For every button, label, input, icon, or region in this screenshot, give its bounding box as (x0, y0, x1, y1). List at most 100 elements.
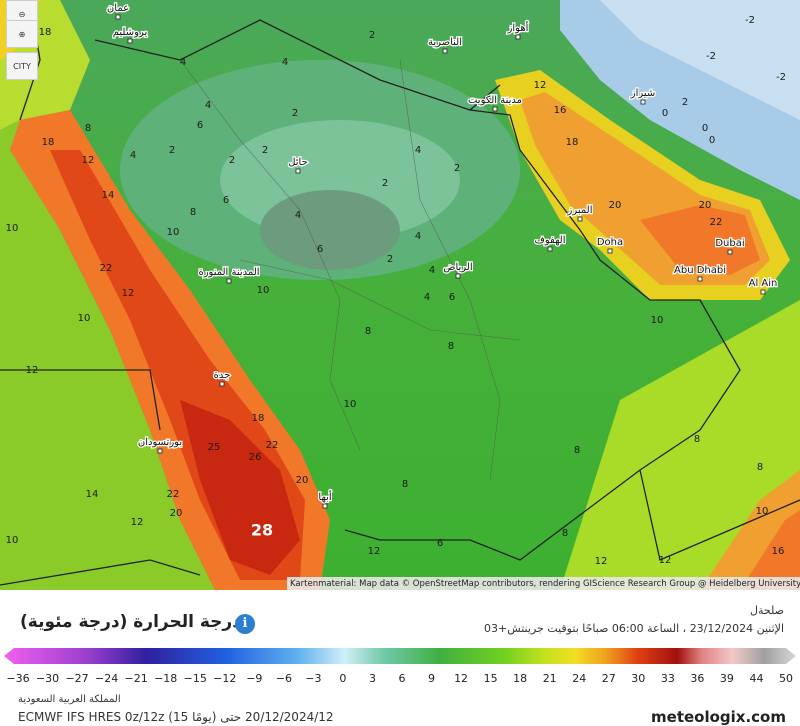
info-icon[interactable]: i (235, 614, 255, 634)
border (639, 469, 800, 561)
legend-tick-label: 33 (661, 672, 675, 685)
temperature-label: 10 (257, 285, 270, 296)
temperature-label: 4 (415, 231, 421, 242)
city-button[interactable]: CITY (6, 52, 38, 80)
legend-tick-label: 27 (602, 672, 616, 685)
legend-tick-label: 21 (543, 672, 557, 685)
city-dot (577, 216, 583, 222)
admin-line (239, 259, 521, 341)
city-dot (640, 99, 646, 105)
temperature-label: 12 (26, 365, 39, 376)
city-label: Abu Dhabi (674, 265, 726, 276)
temperature-label: 2 (229, 155, 235, 166)
temperature-label: 6 (317, 244, 323, 255)
city-dot (127, 38, 133, 44)
temperature-label: 28 (251, 521, 273, 540)
temperature-label: 10 (344, 399, 357, 410)
legend-tick-label: 24 (572, 672, 586, 685)
border (94, 19, 501, 111)
color-legend: −36 −30 −27 −24 −21 −18 −15 −12 −9 −6 −3 0 3 6 9 12 15 18… (4, 648, 796, 685)
temperature-label: 8 (365, 326, 371, 337)
temperature-label: 10 (651, 315, 664, 326)
temperature-label: 0 (702, 123, 708, 134)
run-label: صلحةل (750, 604, 784, 617)
legend-tick-label: 12 (454, 672, 468, 685)
temperature-label: 20 (699, 200, 712, 211)
legend-tick-label: 39 (720, 672, 734, 685)
temperature-label: 8 (694, 434, 700, 445)
temperature-label: -2 (706, 51, 716, 62)
legend-tick-label: 9 (428, 672, 435, 685)
city-label: عمان (107, 3, 129, 14)
legend-tick-label: 15 (484, 672, 498, 685)
temperature-label: 8 (85, 123, 91, 134)
legend-tick-label: −12 (213, 672, 236, 685)
city-dot (697, 276, 703, 282)
city-label: حائل (288, 157, 308, 168)
temperature-label: 4 (424, 292, 430, 303)
city-label: الناصرية (428, 37, 462, 48)
temperature-label: -2 (776, 72, 786, 83)
datetime: الإثنين 23/12/2024 ، الساعة 06:00 صباحًا… (484, 622, 784, 635)
temperature-label: 2 (382, 178, 388, 189)
legend-tick-label: 3 (369, 672, 376, 685)
temperature-label: 16 (772, 546, 785, 557)
legend-tick-label: −15 (184, 672, 207, 685)
temperature-label: 10 (6, 223, 19, 234)
temperature-label: 0 (662, 108, 668, 119)
info-panel: درجة الحرارة (درجة مئوية) i صلحةل الإثني… (0, 590, 800, 726)
city-label: أبها (318, 490, 331, 503)
city-dot (455, 273, 461, 279)
temperature-label: 2 (262, 145, 268, 156)
region (740, 510, 800, 590)
region (600, 0, 800, 120)
legend-tick-label: 36 (690, 672, 704, 685)
city-dot (115, 14, 121, 20)
city-dot (515, 34, 521, 40)
zoom-out-button[interactable]: ⊖ (6, 0, 38, 28)
temperature-label: 22 (710, 217, 723, 228)
legend-tick-label: 0 (339, 672, 346, 685)
city-label: المدينة المنورة (198, 267, 259, 278)
city-label: المبرز (567, 205, 593, 216)
city-label: يروشليم (113, 27, 148, 38)
temperature-label: 2 (682, 97, 688, 108)
temperature-label: 18 (252, 413, 265, 424)
legend-tick-label: −21 (125, 672, 148, 685)
attribution: Kartenmaterial: Map data © OpenStreetMap… (290, 579, 800, 589)
city-label: بورتسودان (138, 437, 182, 448)
temperature-label: 8 (402, 479, 408, 490)
borders (0, 0, 800, 586)
city-dot (492, 106, 498, 112)
temperature-label: 14 (102, 190, 115, 201)
temperature-label: -2 (745, 15, 755, 26)
temperature-label: 26 (249, 452, 262, 463)
region (640, 205, 760, 275)
title: درجة الحرارة (درجة مئوية) (20, 612, 241, 632)
temperature-label: 12 (122, 288, 135, 299)
border (0, 369, 161, 431)
temperature-label: 6 (449, 292, 455, 303)
city-dot (442, 48, 448, 54)
temperature-label: 4 (415, 145, 421, 156)
legend-tick-label: −18 (154, 672, 177, 685)
temperature-label: 2 (369, 30, 375, 41)
city-label: Al Ain (749, 278, 778, 289)
model-info: ECMWF IFS HRES 0z/12z (15 يومًا) 20/12/2… (18, 710, 334, 724)
temperature-label: 18 (39, 27, 52, 38)
admin-line (179, 59, 361, 451)
city-label: مدينة الكويت (468, 95, 522, 106)
temperature-label: 2 (292, 108, 298, 119)
city-label: الرياض (443, 262, 472, 273)
temperature-label: 6 (437, 538, 443, 549)
red-sea (180, 400, 300, 575)
temperature-label: 18 (42, 137, 55, 148)
legend-tick-label: −30 (36, 672, 59, 685)
temperature-label: 4 (205, 100, 211, 111)
temperature-label: 4 (130, 150, 136, 161)
legend-tick-label: −24 (95, 672, 118, 685)
temperature-label: 20 (170, 508, 183, 519)
zoom-in-button[interactable]: ⊕ (6, 20, 38, 48)
